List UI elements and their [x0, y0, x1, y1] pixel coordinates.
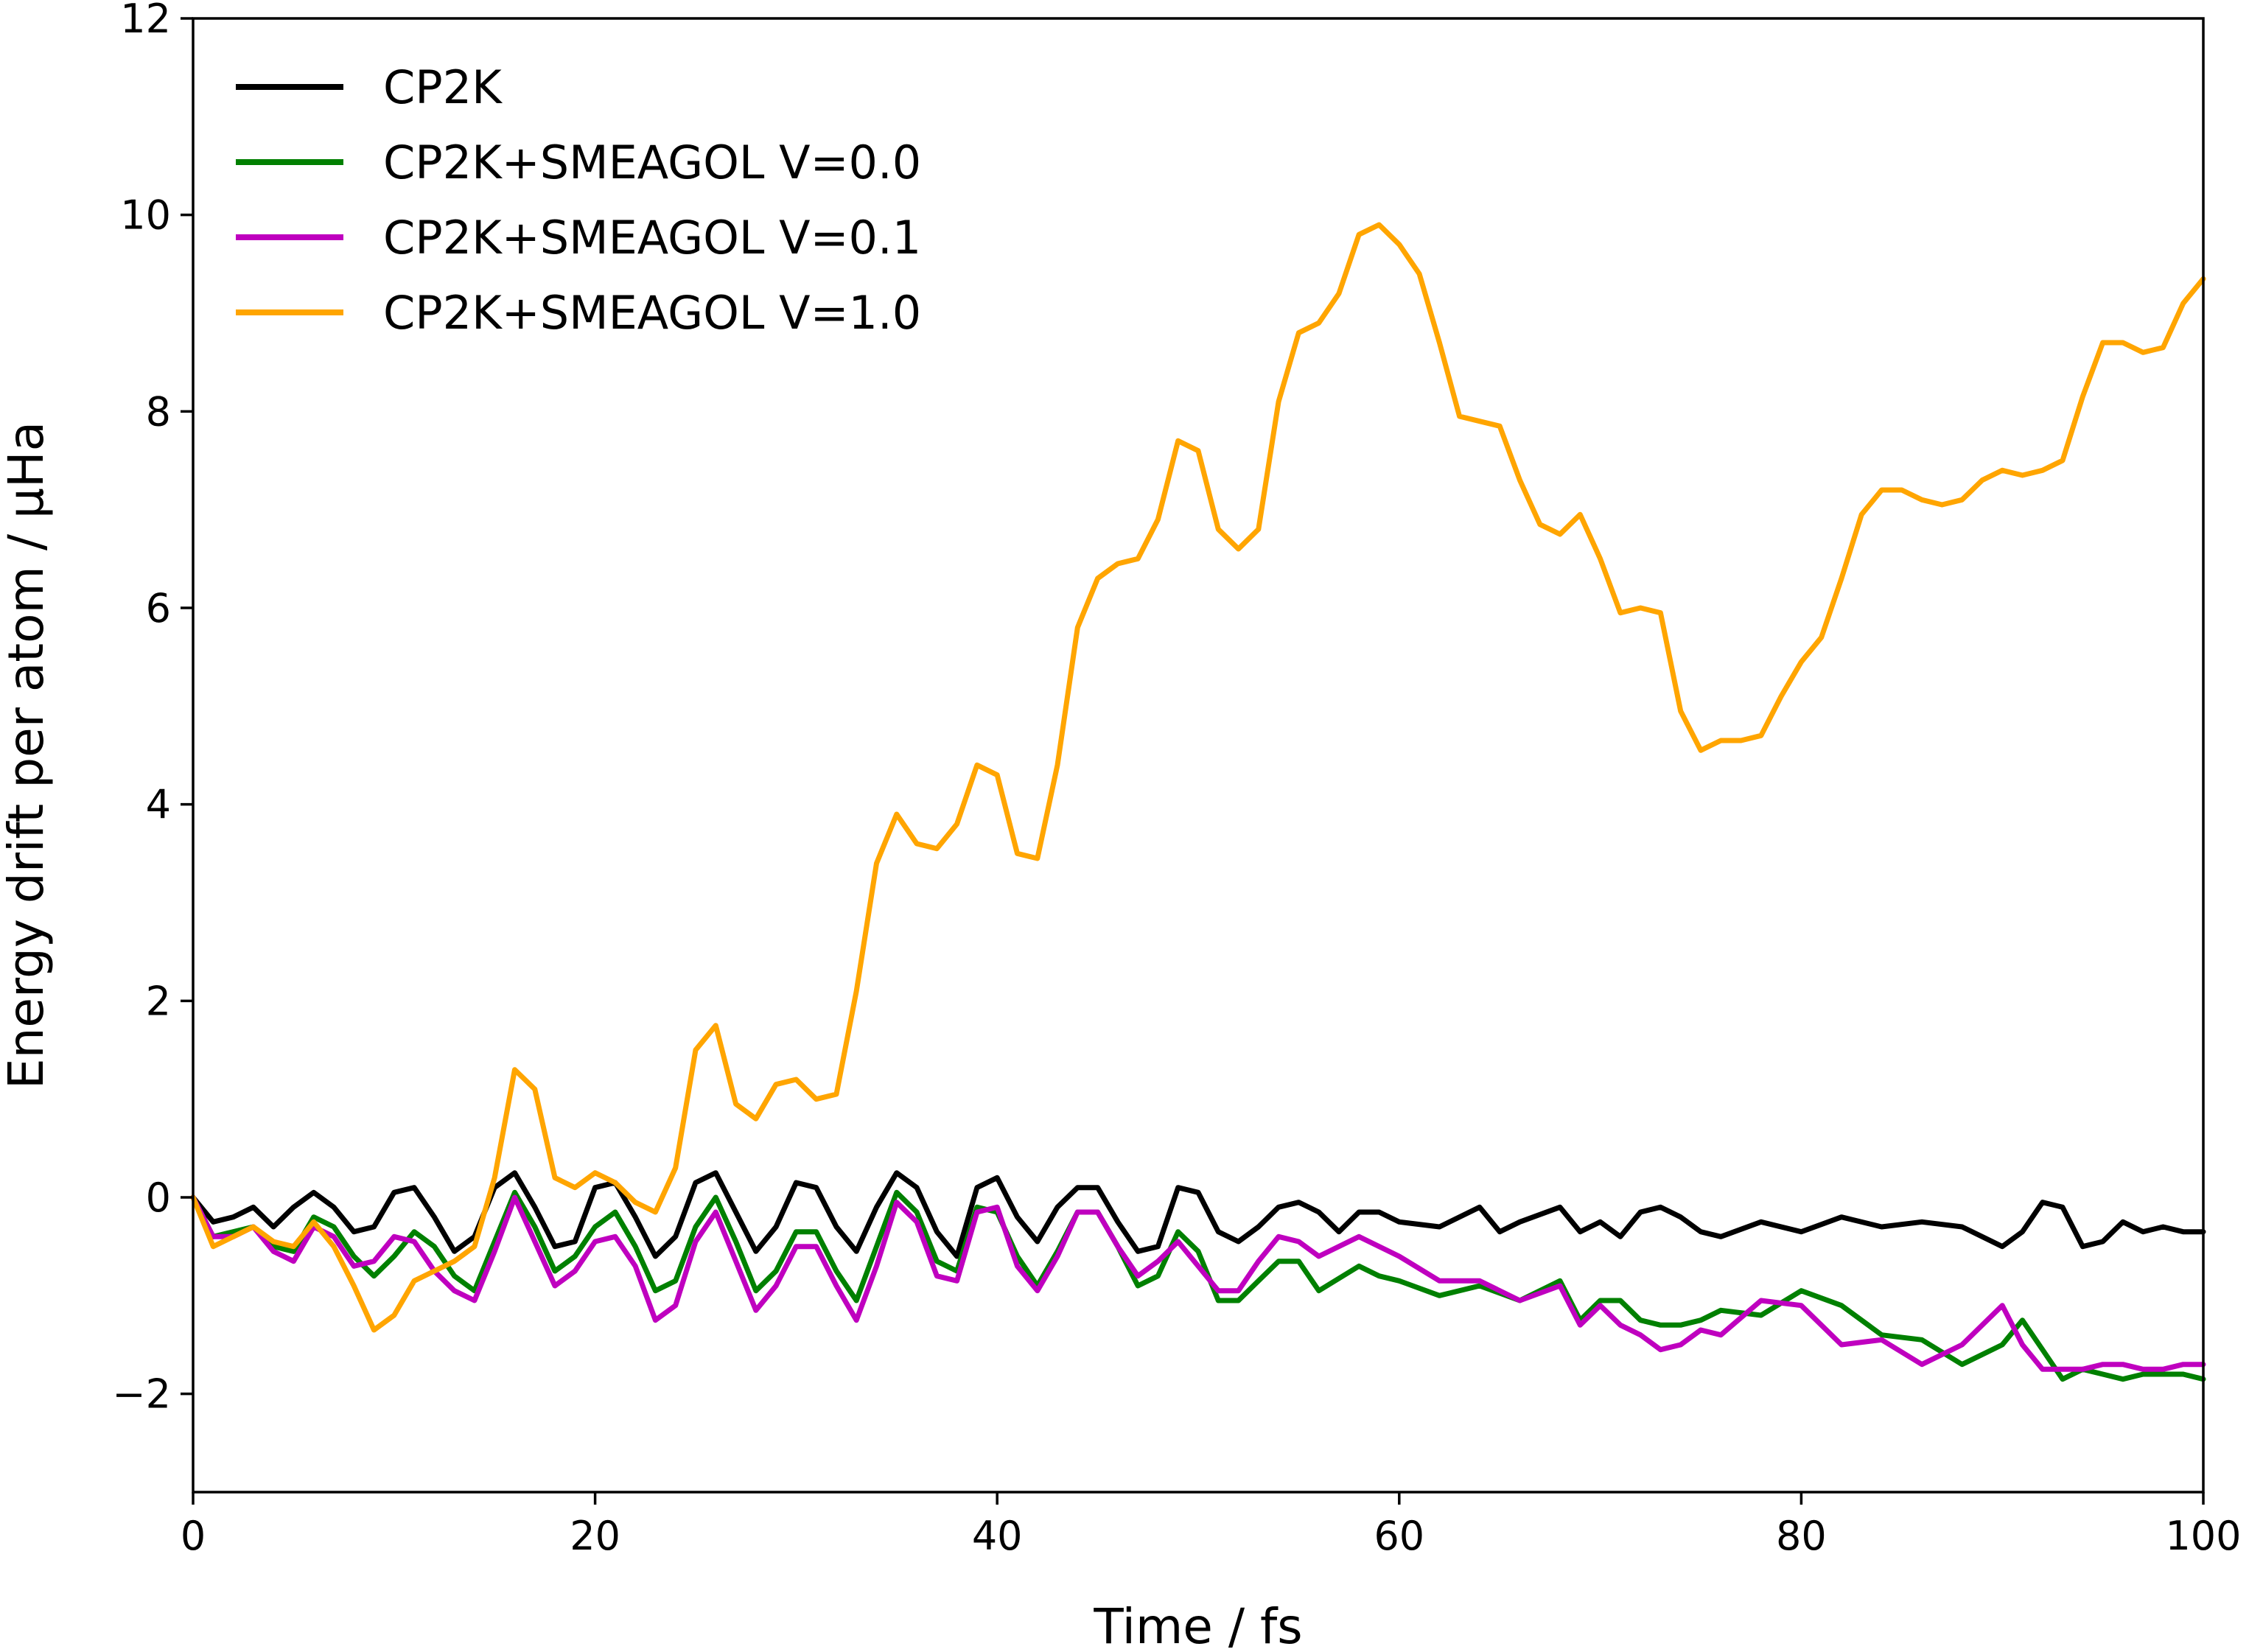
y-tick-label: 12 [120, 0, 171, 42]
y-tick-label: 4 [146, 782, 171, 828]
x-tick-label: 100 [2165, 1513, 2241, 1559]
series-line-3 [190, 1194, 2206, 1372]
legend-label-2: CP2K+SMEAGOL V=0.0 [383, 136, 921, 189]
x-tick-label: 80 [1776, 1513, 1827, 1559]
y-tick-label: −2 [112, 1371, 171, 1418]
y-tick-label: 0 [146, 1175, 171, 1221]
y-tick-label: 6 [146, 585, 171, 631]
y-tick-label: 10 [120, 192, 171, 239]
x-tick-label: 60 [1374, 1513, 1424, 1559]
axis-ticks: 0 20 40 60 80 100 −2 0 2 4 6 8 10 12 [112, 0, 2241, 1559]
series-line-4 [190, 222, 2206, 1333]
x-tick-label: 0 [181, 1513, 206, 1559]
plot-frame [192, 17, 2205, 1494]
x-axis-label: Time / fs [1093, 1598, 1302, 1652]
series-line-1 [190, 1170, 2206, 1259]
y-axis-label: Energy drift per atom / μHa [0, 421, 55, 1089]
legend-label-4: CP2K+SMEAGOL V=1.0 [383, 286, 921, 340]
y-tick-label: 2 [146, 978, 171, 1024]
legend-label-1: CP2K [383, 60, 503, 114]
x-tick-label: 20 [570, 1513, 620, 1559]
legend: CP2K CP2K+SMEAGOL V=0.0 CP2K+SMEAGOL V=0.1… [236, 60, 921, 340]
legend-label-3: CP2K+SMEAGOL V=0.1 [383, 211, 921, 265]
y-tick-label: 8 [146, 388, 171, 435]
series-lines [190, 222, 2206, 1382]
x-tick-label: 40 [972, 1513, 1023, 1559]
